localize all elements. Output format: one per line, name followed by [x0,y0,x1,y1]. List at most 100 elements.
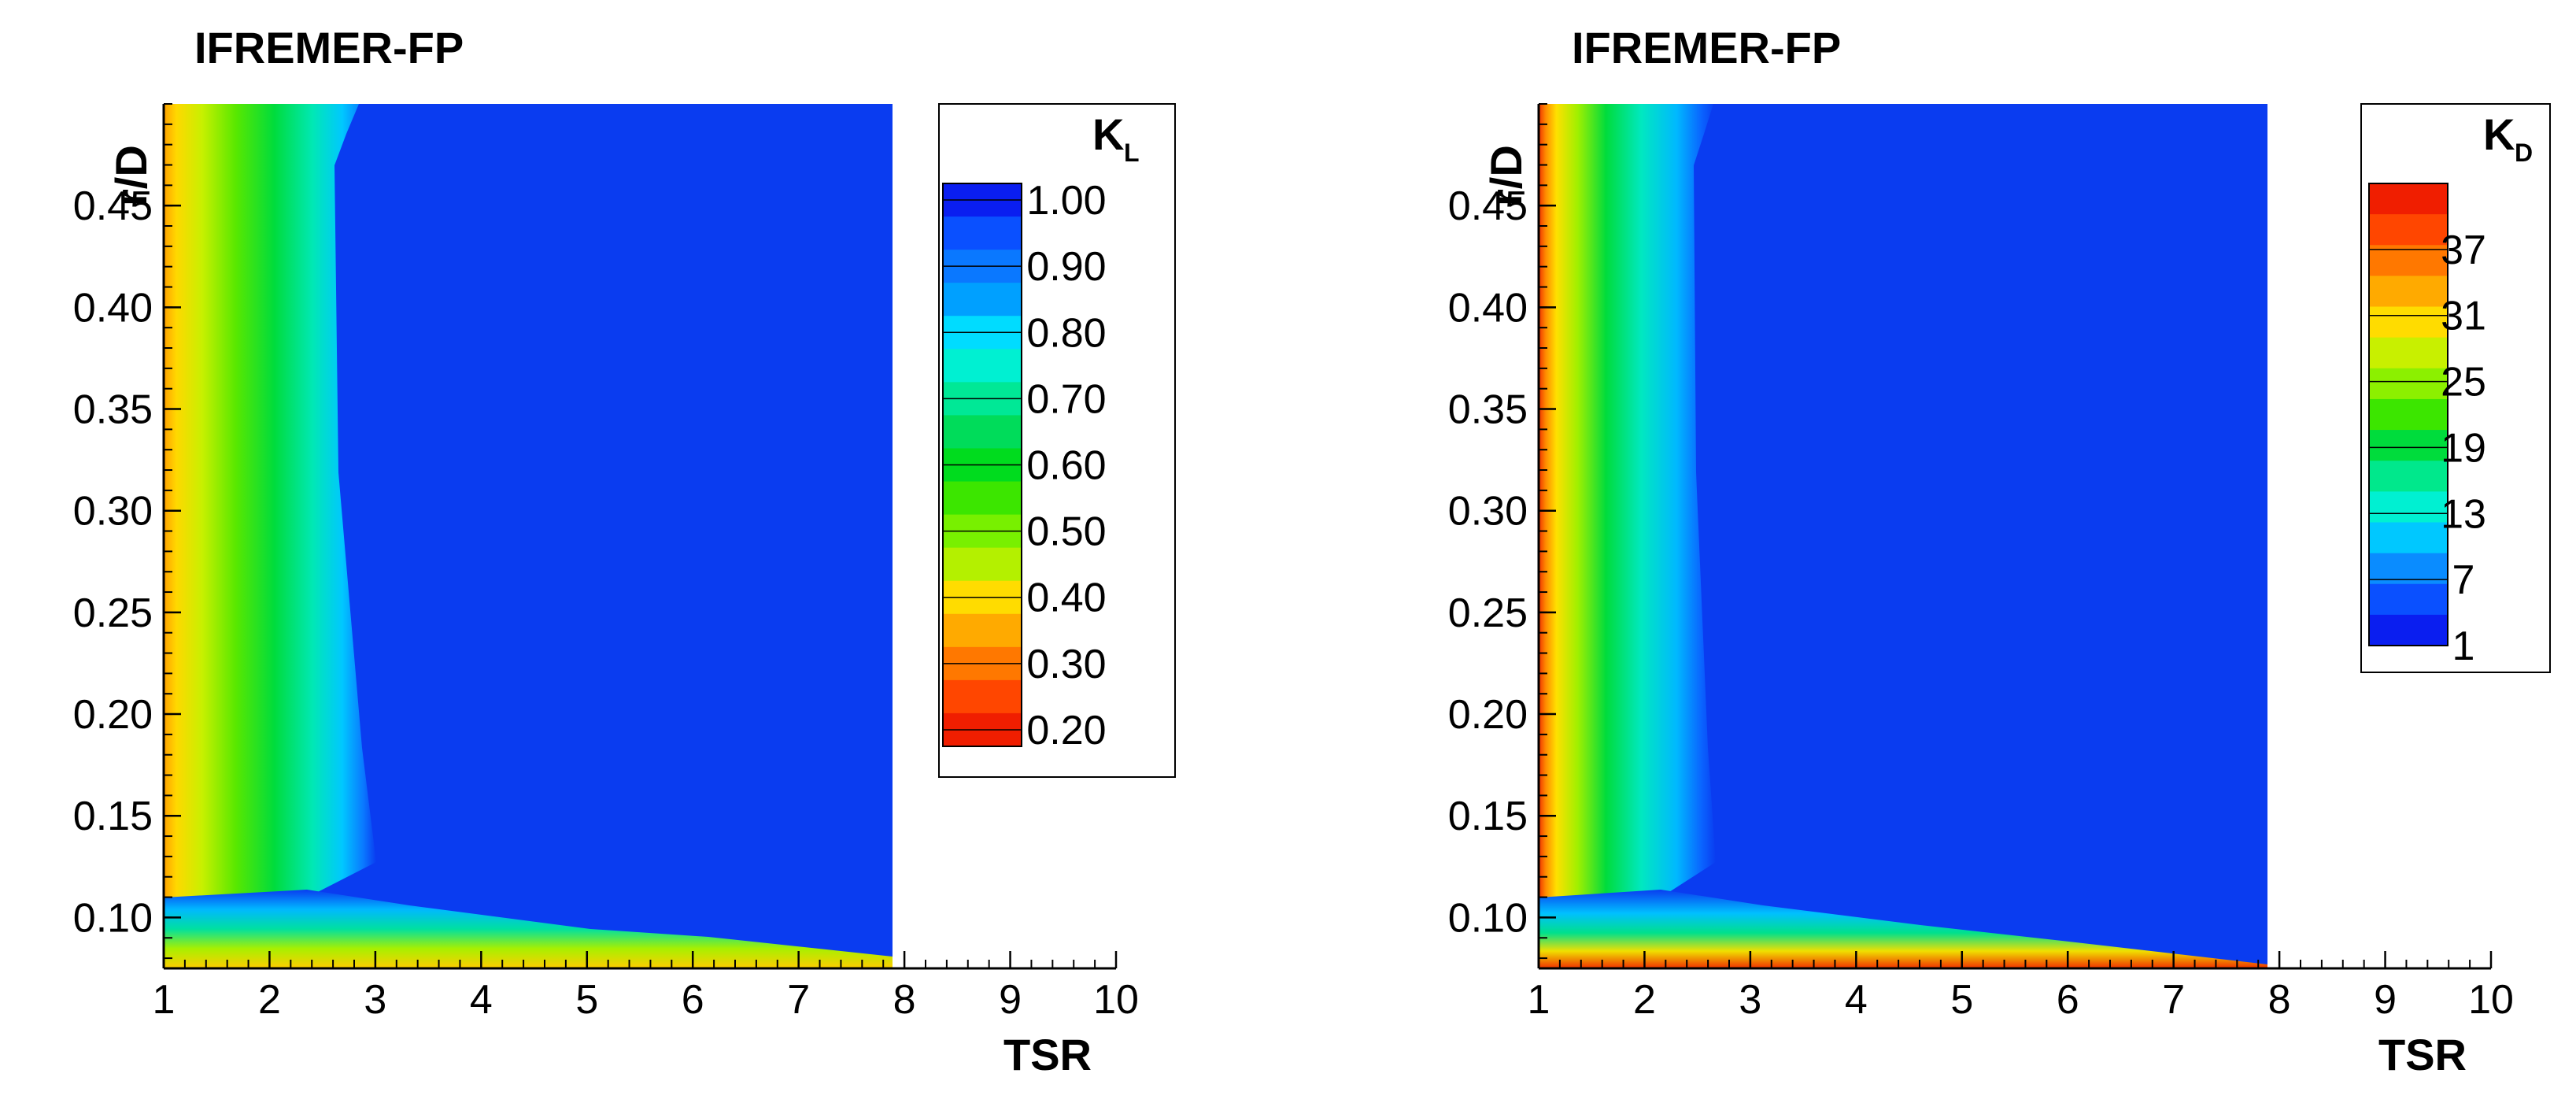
x-tick-label: 10 [1093,977,1139,1023]
x-tick-label: 5 [575,977,598,1023]
colorbar-band [943,613,1022,648]
y-tick-label: 0.15 [73,794,153,839]
colorbar-band [2369,183,2448,215]
chart-title: IFREMER-FP [194,23,464,72]
chart-kl-svg: IFREMER-FP 1 2 3 4 5 6 7 8 9 10 0.10 0.15 0.20 0.25 0.… [73,23,1176,1079]
legend-title-main: K [2483,109,2515,159]
y-tick-label: 0.10 [1448,895,1528,941]
chart-title: IFREMER-FP [1572,23,1841,72]
y-axis-label: r/D [1481,145,1531,206]
x-tick-label: 3 [1739,977,1761,1023]
tick-labels: 1 2 3 4 5 6 7 8 9 10 0.10 0.15 0.20 0.25 0.30 0.35 0.40 0… [73,183,1139,1023]
y-tick-label: 0.35 [73,387,153,433]
legend-title-main: K [1092,109,1124,159]
x-tick-label: 7 [2162,977,2185,1023]
colorbar-band [943,283,1022,316]
legend-colorbar [2368,183,2448,646]
field-band-upper [164,104,376,905]
legend-label: 13 [2441,491,2486,537]
legend-label: 1.00 [1026,178,1106,224]
x-tick-label: 8 [2268,977,2291,1023]
colorbar-band [943,481,1022,516]
legend-label: 0.20 [1026,708,1106,753]
x-tick-label: 1 [153,977,176,1023]
legend-title-sub: L [1124,139,1140,167]
legend-label: 25 [2441,360,2486,405]
legend-label: 0.40 [1026,576,1106,621]
legend-labels: 37 31 25 19 13 7 1 [2441,228,2486,669]
legend: K D 37 31 25 19 13 7 1 [2360,103,2551,673]
x-tick-label: 5 [1950,977,1973,1023]
colorbar-band [2369,306,2448,339]
x-tick-label: 2 [258,977,281,1023]
colorbar-band [2369,491,2448,523]
y-tick-label: 0.25 [73,590,153,636]
x-tick-label: 1 [1528,977,1550,1023]
colorbar-band [943,217,1022,250]
legend-label: 0.30 [1026,642,1106,687]
colorbar-band [2369,214,2448,246]
plot-area [1539,104,2267,968]
legend-colorbar [942,183,1022,747]
chart-panel-kd: IFREMER-FP 1 2 3 4 5 6 7 8 9 10 0.10 0.15 0.20 0.25 0.… [1291,0,2576,1114]
colorbar-band [943,415,1022,449]
colorbar-band [2369,522,2448,554]
field-band-hub [164,890,893,968]
legend-title-sub: D [2515,139,2533,167]
colorbar-band [2369,583,2448,616]
colorbar-band [2369,461,2448,492]
axes [1537,103,2493,970]
y-tick-label: 0.25 [1448,590,1528,636]
x-tick-label: 8 [893,977,916,1023]
colorbar-band [2369,337,2448,369]
colorbar-band [943,349,1022,383]
colorbar-band [943,547,1022,582]
colorbar-band [2369,430,2448,461]
legend-label: 31 [2441,294,2486,339]
y-axis-label: r/D [106,145,156,206]
legend-label: 0.50 [1026,509,1106,555]
x-tick-label: 9 [2374,977,2397,1023]
y-tick-label: 0.10 [73,895,153,941]
legend-label: 0.70 [1026,376,1106,422]
chart-kd-svg: IFREMER-FP 1 2 3 4 5 6 7 8 9 10 0.10 0.15 0.20 0.25 0.… [1448,23,2551,1079]
colorbar-band [2369,276,2448,308]
colorbar-band [2369,368,2448,400]
y-tick-label: 0.15 [1448,794,1528,839]
tick-labels: 1 2 3 4 5 6 7 8 9 10 0.10 0.15 0.20 0.25 0.30 0.35 0.40 0… [1448,183,2514,1023]
x-tick-label: 7 [787,977,810,1023]
legend-label: 7 [2452,557,2475,603]
x-axis-label: TSR [1003,1030,1092,1079]
colorbar-band [943,679,1022,714]
x-tick-label: 4 [470,977,493,1023]
y-tick-label: 0.45 [1448,183,1528,229]
y-tick-label: 0.30 [73,489,153,535]
field-band-hub [1539,890,2267,968]
x-tick-label: 4 [1845,977,1868,1023]
legend-label: 0.60 [1026,443,1106,489]
x-tick-label: 6 [2057,977,2079,1023]
x-tick-label: 9 [999,977,1022,1023]
y-tick-label: 0.40 [1448,285,1528,331]
colorbar-band [2369,614,2448,646]
legend-label: 0.80 [1026,310,1106,356]
colorbar-band [2369,398,2448,431]
y-tick-label: 0.20 [73,692,153,738]
x-tick-label: 10 [2468,977,2514,1023]
y-tick-label: 0.40 [73,285,153,331]
x-tick-label: 6 [682,977,704,1023]
legend-label: 0.90 [1026,244,1106,290]
legend-label: 37 [2441,228,2486,273]
field-band-upper [1539,104,1716,905]
y-tick-label: 0.30 [1448,489,1528,535]
colorbar-band [2369,245,2448,276]
chart-panel-kl: IFREMER-FP 1 2 3 4 5 6 7 8 9 10 0.10 0.15 0.20 0.25 0.… [73,23,1176,1079]
plot-area [164,104,893,968]
y-tick-label: 0.20 [1448,692,1528,738]
y-tick-label: 0.45 [73,183,153,229]
x-tick-label: 3 [364,977,386,1023]
legend-labels: 1.00 0.90 0.80 0.70 0.60 0.50 0.40 0.30 0.20 [1026,178,1106,753]
x-axis-label: TSR [2378,1030,2467,1079]
axes [162,103,1118,970]
legend: K L 1.00 0.90 0.80 0.70 0.60 0.50 0.40 0.30 0.20 [938,103,1176,778]
